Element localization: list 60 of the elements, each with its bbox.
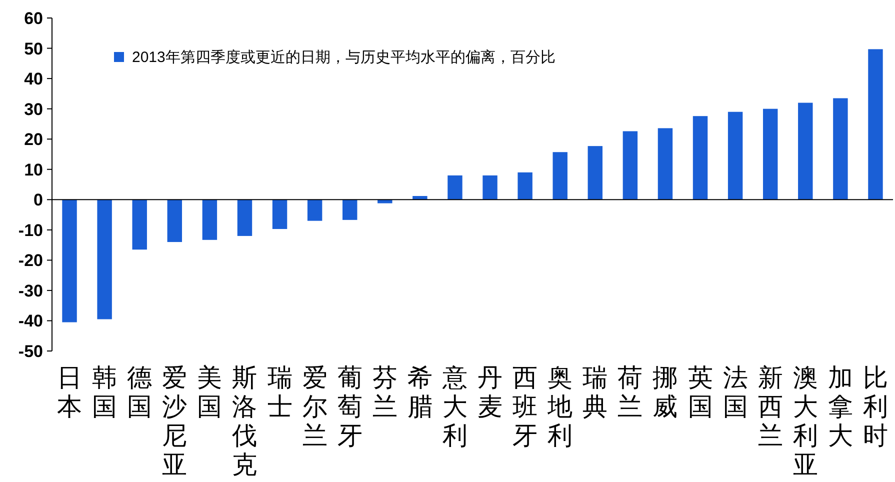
x-tick-label: 意大利 — [441, 364, 468, 450]
x-tick-label: 芬兰 — [372, 364, 398, 421]
y-tick-label: 30 — [24, 100, 43, 119]
bar — [552, 152, 568, 200]
bar — [378, 200, 392, 204]
x-tick-label: 瑞士 — [267, 364, 292, 421]
y-tick-label: 40 — [24, 70, 43, 89]
bar — [342, 200, 358, 220]
x-tick-label: 日本 — [57, 364, 82, 421]
bar — [132, 200, 147, 250]
bar — [62, 200, 77, 322]
y-tick-label: -20 — [18, 251, 43, 270]
y-tick-label: -50 — [18, 342, 43, 361]
bar — [167, 200, 182, 242]
y-tick-label: 0 — [34, 190, 43, 210]
bar — [272, 200, 288, 229]
bar — [588, 146, 603, 200]
x-tick-label: 英国 — [688, 364, 713, 421]
x-tick-label: 澳大利亚 — [792, 364, 818, 479]
y-tick-label: 20 — [24, 130, 43, 150]
x-tick-label: 瑞典 — [582, 364, 608, 421]
x-tick-label: 西班牙 — [512, 364, 538, 450]
x-tick-label: 斯洛伐克 — [232, 364, 258, 479]
y-tick-label: 10 — [24, 160, 43, 180]
x-tick-label: 美国 — [197, 364, 222, 421]
x-tick-label: 丹麦 — [478, 364, 503, 421]
bar — [97, 200, 112, 320]
bar — [728, 112, 743, 200]
x-tick-label: 奥地利 — [546, 364, 573, 450]
x-tick-label: 葡萄牙 — [337, 364, 362, 450]
x-tick-label: 加拿大 — [828, 364, 853, 450]
y-tick-label: 60 — [24, 9, 43, 28]
bar — [833, 98, 848, 200]
y-tick-label: -10 — [18, 220, 43, 240]
x-tick-label: 韩国 — [92, 364, 118, 421]
bar — [237, 200, 252, 236]
x-tick-label: 新西兰 — [758, 364, 783, 450]
bar — [762, 108, 778, 200]
x-tick-label: 希腊 — [407, 364, 432, 421]
y-tick-label: -30 — [18, 281, 43, 300]
x-tick-label: 爱沙尼亚 — [162, 364, 188, 479]
bar — [202, 200, 218, 240]
bar — [798, 102, 813, 200]
legend-label: 2013年第四季度或更近的日期，与历史平均水平的偏离，百分比 — [132, 49, 556, 66]
y-tick-label: -40 — [18, 312, 43, 331]
x-tick-label: 法国 — [722, 364, 748, 421]
x-tick-label: 挪威 — [652, 364, 678, 421]
bar — [518, 172, 532, 200]
bar — [658, 128, 673, 200]
bar — [622, 131, 638, 200]
bar — [482, 175, 498, 200]
bar — [448, 175, 462, 200]
bar — [868, 49, 883, 200]
bar — [692, 116, 708, 200]
x-tick-label: 荷兰 — [618, 364, 643, 421]
y-tick-label: 50 — [24, 39, 43, 58]
x-tick-label: 比利时 — [862, 364, 888, 450]
bar — [307, 200, 322, 221]
x-tick-label: 德国 — [127, 364, 152, 421]
x-tick-label: 爱尔兰 — [302, 364, 328, 450]
